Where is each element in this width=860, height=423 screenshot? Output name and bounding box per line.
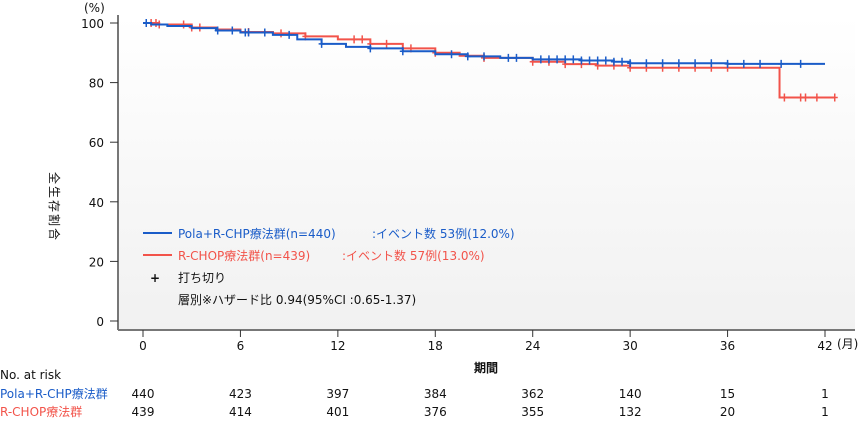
x-tick-label: 0 — [139, 339, 147, 353]
censor-mark — [261, 28, 268, 37]
censor-mark — [367, 44, 374, 53]
risk-value: 20 — [720, 405, 735, 419]
x-tick-label: 30 — [623, 339, 638, 353]
y-unit: (%) — [84, 1, 105, 15]
legend: Pola+R-CHP療法群(n=440) :イベント数 53例(12.0%) R… — [143, 226, 515, 307]
risk-label-pola: Pola+R-CHP療法群 — [0, 387, 108, 401]
censor-mark — [740, 59, 747, 68]
x-tick-label: 36 — [720, 339, 735, 353]
censor-mark — [708, 59, 715, 68]
censor-mark — [831, 93, 838, 102]
risk-value: 439 — [132, 405, 155, 419]
censor-mark — [245, 28, 252, 37]
censor-mark — [602, 56, 609, 65]
censor-mark — [797, 59, 804, 68]
censor-mark — [813, 93, 820, 102]
censor-mark — [286, 30, 293, 39]
y-tick-label: 40 — [89, 196, 104, 210]
legend-rchop: R-CHOP療法群(n=439) — [178, 249, 310, 263]
x-tick-label: 24 — [525, 339, 540, 353]
censor-mark — [383, 39, 390, 48]
risk-value: 140 — [619, 387, 642, 401]
y-axis-label: 全生存割合 — [47, 172, 62, 242]
risk-value: 1 — [821, 405, 829, 419]
x-tick-label: 18 — [428, 339, 443, 353]
risk-value: 1 — [821, 387, 829, 401]
censor-mark — [586, 56, 593, 65]
risk-value: 397 — [326, 387, 349, 401]
censor-mark — [619, 57, 626, 66]
risk-value: 376 — [424, 405, 447, 419]
risk-value: 414 — [229, 405, 252, 419]
censor-mark — [448, 50, 455, 59]
censor-mark — [513, 53, 520, 62]
hazard-ratio: 層別※ハザード比 0.94(95%CI :0.65-1.37) — [178, 293, 416, 307]
y-tick-label: 100 — [81, 17, 104, 31]
censor-mark — [464, 52, 471, 61]
censor-mark — [537, 55, 544, 64]
censor-mark — [554, 55, 561, 64]
censor-mark — [229, 26, 236, 35]
y-tick-label: 60 — [89, 136, 104, 150]
censor-mark — [659, 59, 666, 68]
censor-mark — [481, 52, 487, 61]
censor-mark — [724, 59, 731, 68]
x-axis-label: 期間 — [474, 360, 498, 375]
censor-mark — [562, 55, 569, 64]
risk-value: 401 — [326, 405, 349, 419]
risk-title: No. at risk — [0, 368, 61, 382]
risk-value: 132 — [619, 405, 642, 419]
censor-mark — [152, 19, 159, 27]
legend-rchop-events: :イベント数 57例(13.0%) — [342, 248, 485, 263]
censor-mark — [143, 19, 150, 27]
x-tick-label: 42 — [817, 339, 832, 353]
risk-value: 384 — [424, 387, 447, 401]
censor-mark — [351, 35, 358, 44]
censor-mark — [692, 59, 699, 68]
risk-value: 440 — [132, 387, 155, 401]
censor-mark — [545, 55, 552, 64]
censor-plus-icon: + — [150, 271, 160, 285]
risk-value: 423 — [229, 387, 252, 401]
censor-mark — [778, 59, 785, 68]
legend-pola: Pola+R-CHP療法群(n=440) — [178, 227, 336, 241]
x-unit: (月) — [837, 337, 858, 351]
risk-value: 362 — [521, 387, 544, 401]
censor-mark — [505, 53, 512, 62]
legend-censor: 打ち切り — [178, 271, 226, 285]
censor-mark — [399, 47, 406, 56]
y-tick-label: 0 — [96, 315, 104, 329]
x-tick-label: 12 — [330, 339, 345, 353]
censor-mark — [802, 93, 809, 102]
censor-mark — [594, 56, 601, 65]
risk-value: 15 — [720, 387, 735, 401]
censor-mark — [359, 35, 366, 44]
y-tick-label: 20 — [89, 255, 104, 269]
legend-pola-events: :イベント数 53例(12.0%) — [372, 226, 515, 241]
censor-mark — [570, 55, 577, 64]
censor-mark — [675, 59, 682, 68]
censor-mark — [781, 93, 788, 102]
censor-mark — [610, 57, 617, 66]
censor-mark — [627, 59, 634, 68]
censor-mark — [318, 39, 325, 48]
risk-value: 355 — [521, 405, 544, 419]
censor-mark — [643, 59, 650, 68]
censor-mark — [757, 59, 764, 68]
censor-mark — [578, 56, 585, 65]
risk-label-rchop: R-CHOP療法群 — [0, 405, 82, 419]
censor-mark — [278, 29, 285, 38]
x-tick-label: 6 — [237, 339, 245, 353]
censor-mark — [214, 26, 221, 35]
censor-mark — [180, 20, 187, 29]
y-tick-label: 80 — [89, 77, 104, 91]
